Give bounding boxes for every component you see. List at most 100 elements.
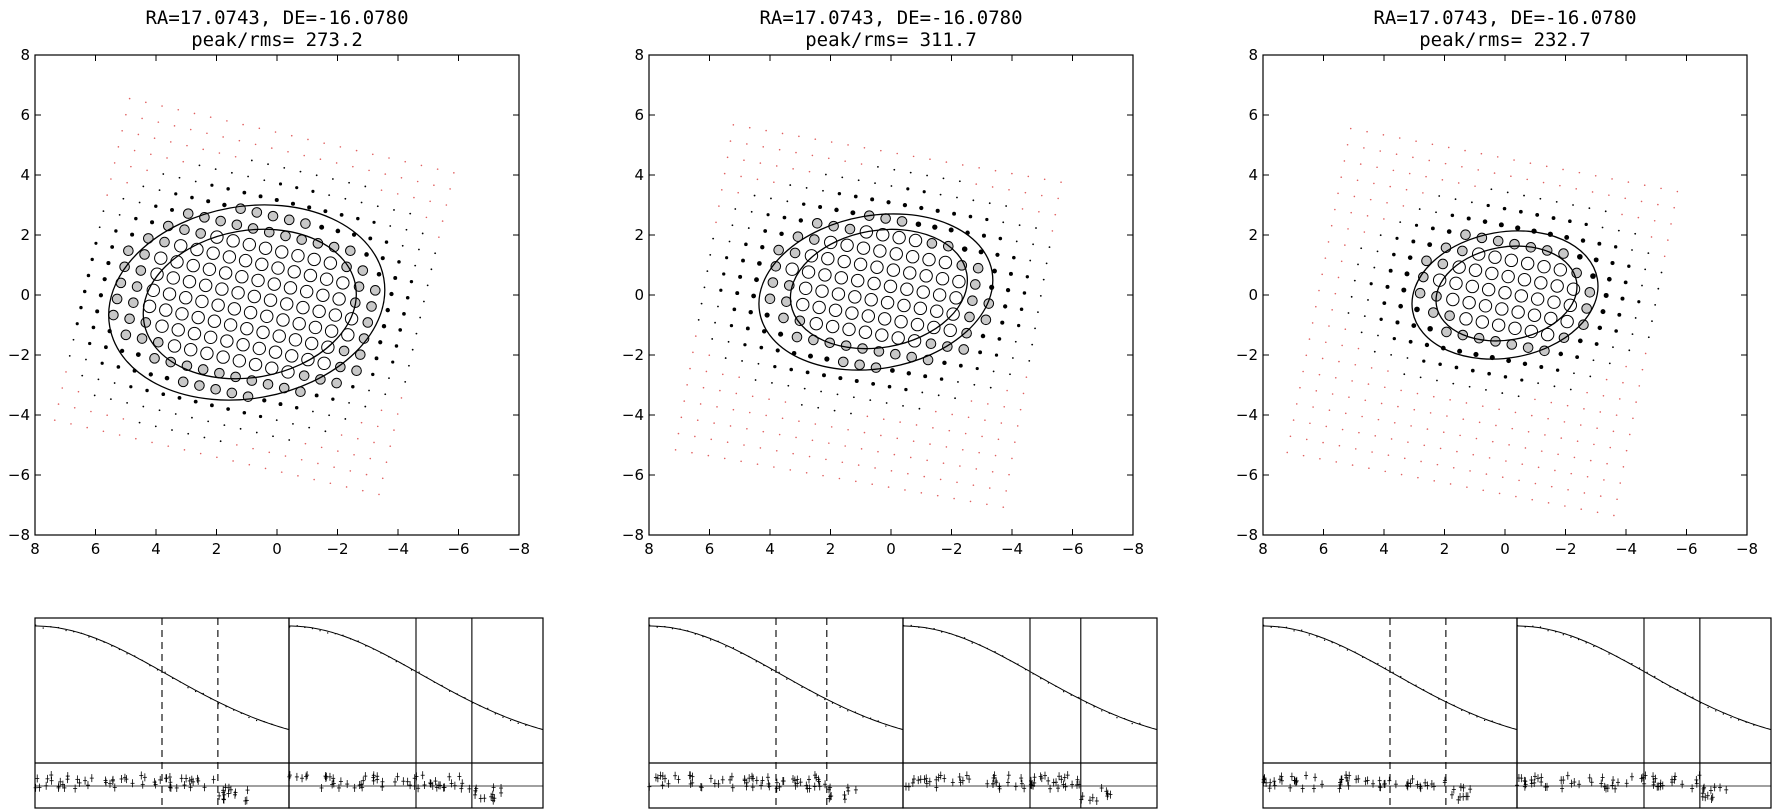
data-point-gray (1444, 310, 1455, 322)
data-point-red (1008, 473, 1010, 476)
data-point-small (1490, 188, 1493, 191)
data-point-small (98, 226, 101, 229)
data-point-filled (932, 224, 938, 230)
data-point-red (133, 149, 136, 152)
data-point-red (1346, 143, 1349, 146)
data-point-red (445, 204, 448, 206)
data-point-red (349, 470, 352, 472)
data-point-open (834, 271, 849, 285)
data-point-small (384, 393, 387, 396)
data-point-filled (88, 341, 92, 346)
data-point-filled (1407, 255, 1413, 260)
data-point-small (1647, 252, 1650, 255)
data-point-red (740, 175, 742, 178)
data-point-small (1035, 227, 1037, 229)
data-point-red (1330, 224, 1333, 227)
data-point-red (1387, 454, 1390, 456)
data-point-open (207, 314, 222, 328)
data-point-red (1344, 244, 1346, 246)
data-point-red (1415, 140, 1417, 142)
data-point-red (759, 447, 762, 449)
data-point-filled (1395, 320, 1400, 325)
data-point-filled (311, 189, 315, 193)
profile-data-point (963, 637, 966, 639)
data-point-open (1530, 292, 1545, 306)
data-point-filled (764, 312, 770, 318)
data-point-small (857, 179, 860, 182)
data-point-red (1596, 427, 1598, 429)
data-point-open (1491, 318, 1506, 332)
profile-data-point (225, 706, 227, 708)
data-point-small (255, 431, 258, 434)
data-point-red (1550, 485, 1553, 488)
data-point-red (1474, 185, 1476, 187)
data-point-gray (958, 344, 970, 355)
data-point-small (1367, 299, 1369, 301)
data-point-small (275, 419, 278, 422)
data-point-red (828, 442, 830, 444)
data-point-filled (1487, 371, 1491, 376)
data-point-red (880, 149, 882, 152)
data-point-filled (290, 201, 296, 206)
data-point-red (333, 466, 335, 468)
data-point-filled (1414, 306, 1420, 313)
data-point-red (1400, 473, 1403, 476)
data-point-gray (925, 338, 937, 350)
data-point-red (1513, 159, 1515, 161)
data-point-red (970, 400, 973, 402)
data-point-small (272, 435, 274, 438)
data-point-red (1589, 459, 1592, 462)
data-point-open (182, 274, 197, 289)
profile-data-point (824, 698, 826, 701)
profile-data-point (1737, 719, 1740, 721)
data-point-small (820, 390, 822, 393)
data-point-small (957, 381, 959, 383)
data-point-open (905, 250, 920, 264)
data-point-open (260, 309, 274, 323)
data-point-open (1488, 250, 1502, 264)
data-point-filled (939, 377, 944, 381)
data-point-open (1563, 298, 1578, 313)
data-point-small (1612, 346, 1614, 349)
data-point-gray (811, 217, 823, 229)
data-point-red (1531, 498, 1534, 501)
data-point-red (827, 157, 830, 160)
data-point-red (1612, 430, 1615, 433)
data-point-red (1331, 309, 1333, 311)
data-point-red (1667, 239, 1669, 241)
data-point-red (1547, 417, 1549, 420)
data-point-red (65, 371, 67, 373)
data-point-red (1560, 437, 1563, 439)
profile-data-point (1562, 634, 1564, 636)
data-point-open (908, 233, 923, 248)
data-point-red (1542, 181, 1545, 184)
data-point-red (936, 494, 939, 497)
data-point-gray (369, 285, 381, 296)
data-point-red (1508, 444, 1510, 446)
data-point-open (886, 263, 901, 277)
data-point-red (795, 151, 797, 154)
data-point-small (308, 426, 311, 429)
data-point-gray (1414, 287, 1426, 299)
data-point-open (307, 252, 321, 267)
data-point-filled (1482, 219, 1488, 224)
x-tick-label: 4 (151, 540, 161, 558)
data-point-red (1537, 466, 1540, 469)
data-point-red (1529, 162, 1532, 164)
data-point-red (1024, 191, 1027, 194)
data-point-small (426, 284, 429, 287)
profile-data-point (755, 661, 757, 663)
data-point-red (1363, 147, 1365, 149)
data-point-small (939, 193, 942, 196)
data-point-filled (1414, 223, 1419, 227)
data-point-small (954, 397, 956, 400)
data-point-small (1005, 205, 1008, 207)
data-point-red (1441, 179, 1444, 181)
data-point-small (1631, 249, 1633, 251)
profile-data-point (1331, 642, 1333, 644)
data-point-red (307, 138, 309, 141)
data-point-open (155, 319, 169, 333)
data-point-small (893, 168, 896, 171)
data-point-filled (870, 197, 875, 202)
data-point-open (263, 293, 278, 307)
